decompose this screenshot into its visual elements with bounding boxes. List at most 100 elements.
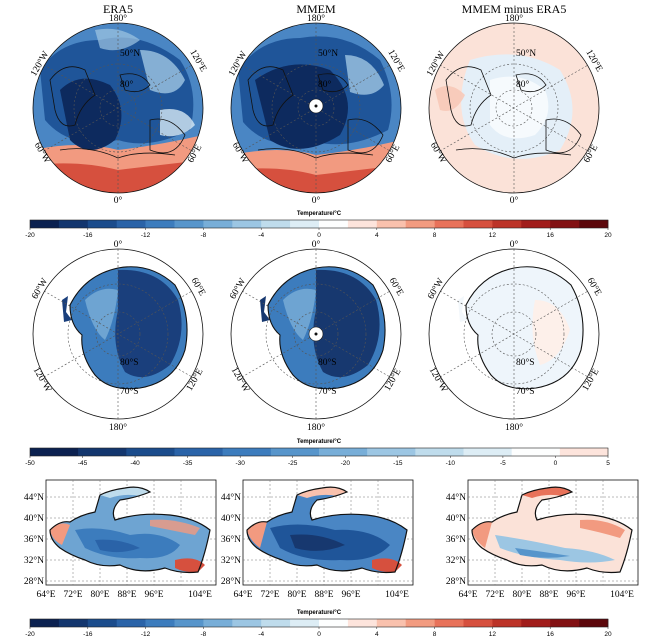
antarctic-panel-diff xyxy=(428,248,600,420)
colorbar-1-swatch xyxy=(145,220,175,228)
tib-diff-lat-32: 32°N xyxy=(446,555,466,566)
tib-era5-lon-88: 88°E xyxy=(117,589,136,600)
colorbar-2-swatch xyxy=(367,448,416,456)
colorbar-2-swatch xyxy=(415,448,464,456)
colorbar-1-swatch xyxy=(405,220,435,228)
colorbar-1-tick-label: 16 xyxy=(547,232,555,239)
colorbar-3-tick-label: 0 xyxy=(317,631,321,638)
colorbar-1-tick-label: -16 xyxy=(83,232,93,239)
tib-mmem-lat-28: 28°N xyxy=(221,576,241,587)
colorbar-3-tick-label: 20 xyxy=(604,631,612,638)
tib-mmem-lon-88: 88°E xyxy=(314,589,333,600)
colorbar-1-swatch xyxy=(550,220,580,228)
tib-diff-lat-36: 36°N xyxy=(446,534,466,545)
tib-era5-lat-28: 28°N xyxy=(24,576,44,587)
ant-era5-lon-180: 180° xyxy=(109,422,127,433)
colorbar-1-swatch xyxy=(290,220,320,228)
tibet-panel-diff xyxy=(467,479,639,586)
colorbar-3: Temperature/°C -20 -16 -12 -8 -4 0 4 8 12 16 20 xyxy=(25,610,612,638)
ant-diff-lat-70s: 70°S xyxy=(516,386,535,397)
colorbar-2-swatch xyxy=(270,448,320,456)
colorbar-3-swatch xyxy=(174,619,204,627)
arctic-panel-mmem xyxy=(230,22,402,194)
colorbar-3-swatch xyxy=(434,619,464,627)
colorbar-1-tick-label: 12 xyxy=(489,232,497,239)
tib-diff-lat-28: 28°N xyxy=(446,576,466,587)
tib-era5-lon-64: 64°E xyxy=(36,589,55,600)
colorbar-2-tick-label: -35 xyxy=(183,460,193,467)
colorbar-1-swatch xyxy=(30,220,60,228)
tibet-panel-era5 xyxy=(45,479,217,586)
colorbar-1-swatch xyxy=(347,220,378,228)
colorbar-2-swatch xyxy=(511,448,561,456)
colorbar-2-tick-label: -45 xyxy=(78,460,88,467)
ant-diff-lat-80s: 80°S xyxy=(516,357,535,368)
arctic-panel-diff xyxy=(428,22,600,194)
colorbar-3-tick-label: 12 xyxy=(489,631,497,638)
colorbar-1-swatch xyxy=(579,220,609,228)
colorbar-3-swatch xyxy=(521,619,551,627)
colorbar-2-swatch xyxy=(319,448,368,456)
colorbar-3-swatch xyxy=(203,619,233,627)
ant-mmem-lat-80s: 80°S xyxy=(318,357,337,368)
colorbar-3-swatch xyxy=(492,619,522,627)
colorbar-1-swatch xyxy=(261,220,291,228)
colorbar-1-tick-label: 8 xyxy=(433,232,437,239)
colorbar-3-swatch xyxy=(290,619,320,627)
era5-lat-80: 80° xyxy=(120,79,134,90)
tib-diff-lat-40: 40°N xyxy=(446,513,466,524)
colorbar-1-tick-label: -12 xyxy=(141,232,151,239)
tib-mmem-lon-104: 104°E xyxy=(385,589,409,600)
ant-era5-lat-70s: 70°S xyxy=(120,386,139,397)
colorbar-2-swatch xyxy=(174,448,223,456)
colorbar-3-swatch xyxy=(116,619,146,627)
colorbar-2-tick-label: -40 xyxy=(130,460,140,467)
colorbar-3-swatch xyxy=(58,619,89,627)
ant-diff-lon-0: 0° xyxy=(510,239,519,250)
tib-era5-lat-36: 36°N xyxy=(24,534,44,545)
colorbar-3-swatch xyxy=(405,619,435,627)
colorbar-3-swatch xyxy=(579,619,609,627)
arctic-panel-era5 xyxy=(32,22,204,194)
colorbar-1: Temperature/°C -20 -16 -12 -8 -4 0 4 8 12 16 20 xyxy=(25,211,612,239)
colorbar-2-tick-label: -30 xyxy=(235,460,245,467)
tib-diff-lon-72: 72°E xyxy=(485,589,504,600)
colorbar-1-swatch xyxy=(174,220,204,228)
ant-mmem-lon-0: 0° xyxy=(312,239,321,250)
colorbar-1-tick-label: -20 xyxy=(25,232,35,239)
colorbar-1-tick-label: -8 xyxy=(201,232,207,239)
tib-mmem-lon-96: 96°E xyxy=(341,589,360,600)
antarctic-panel-mmem xyxy=(230,248,402,420)
colorbar-3-tick-label: 4 xyxy=(375,631,379,638)
colorbar-1-swatch xyxy=(521,220,551,228)
colorbar-1-tick-label: 0 xyxy=(317,232,321,239)
ant-mmem-lat-70s: 70°S xyxy=(318,386,337,397)
title-era5: ERA5 xyxy=(103,2,133,16)
colorbar-3-swatch xyxy=(376,619,406,627)
colorbar-2-tick-label: -25 xyxy=(288,460,298,467)
colorbar-1-tick-label: 4 xyxy=(375,232,379,239)
colorbar-2-frame xyxy=(29,447,609,457)
tib-era5-lat-40: 40°N xyxy=(24,513,44,524)
tib-mmem-lon-72: 72°E xyxy=(260,589,279,600)
tib-mmem-lon-80: 80°E xyxy=(287,589,306,600)
colorbar-2-tick-label: -50 xyxy=(25,460,35,467)
colorbar-3-tick-label: -16 xyxy=(83,631,93,638)
tib-era5-lon-80: 80°E xyxy=(90,589,109,600)
tib-era5-lon-104: 104°E xyxy=(188,589,212,600)
diff-lat-80: 80° xyxy=(516,79,530,90)
colorbar-3-tick-label: -12 xyxy=(141,631,151,638)
colorbar-3-tick-label: 8 xyxy=(433,631,437,638)
colorbar-1-swatch xyxy=(58,220,89,228)
tib-mmem-lat-36: 36°N xyxy=(221,534,241,545)
tib-diff-lon-80: 80°E xyxy=(512,589,531,600)
colorbar-3-swatch xyxy=(145,619,175,627)
ant-mmem-lon-180: 180° xyxy=(307,422,325,433)
colorbar-3-swatch xyxy=(347,619,378,627)
colorbar-1-swatch xyxy=(492,220,522,228)
era5-lat-50n: 50°N xyxy=(120,48,140,59)
colorbar-2-swatch xyxy=(463,448,512,456)
tib-era5-lat-44: 44°N xyxy=(24,492,44,503)
colorbar-3-swatch xyxy=(232,619,262,627)
